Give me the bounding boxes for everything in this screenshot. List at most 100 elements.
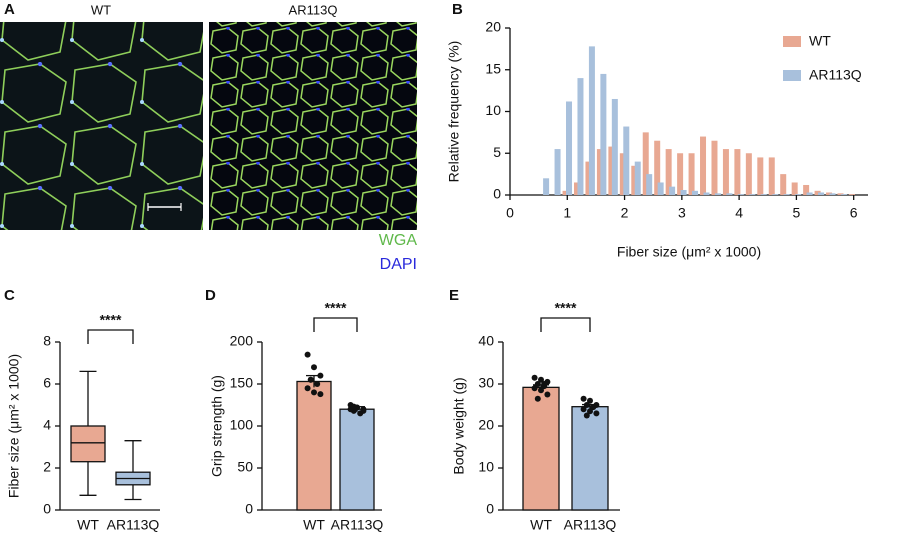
x-axis-label: Fiber size (μm² x 1000) [617, 244, 761, 260]
x-tick-label: 6 [850, 205, 858, 221]
panel-letter: C [4, 287, 15, 304]
data-point [587, 408, 593, 415]
bar [562, 190, 569, 195]
bar [711, 140, 718, 195]
significance-label: **** [325, 300, 347, 316]
y-tick-label: 40 [478, 333, 494, 349]
bar [574, 182, 581, 195]
bar [577, 78, 584, 195]
bar [814, 190, 821, 195]
bar [703, 192, 710, 195]
panel-letter: E [449, 287, 459, 304]
data-point [587, 397, 593, 404]
y-tick-label: 10 [478, 459, 494, 475]
panel-letter: D [205, 287, 216, 304]
bar [657, 182, 664, 195]
x-tick-label: AR113Q [331, 517, 384, 533]
data-point [534, 395, 541, 402]
x-tick-label: AR113Q [107, 517, 160, 533]
box [70, 425, 106, 463]
significance-label: **** [555, 300, 577, 316]
bar [714, 193, 721, 195]
data-point [304, 385, 311, 392]
bar [722, 149, 729, 195]
bar [669, 186, 676, 195]
y-axis-label: Fiber size (μm² x 1000) [6, 354, 22, 498]
x-tick-label: 3 [678, 205, 686, 221]
bar [665, 149, 672, 195]
bar [837, 193, 844, 195]
bar [692, 190, 699, 195]
data-point [531, 385, 538, 392]
bar [634, 161, 641, 195]
bar [522, 386, 560, 511]
micrograph [209, 22, 417, 230]
bar [726, 193, 733, 195]
bar [588, 46, 595, 196]
data-point [583, 402, 590, 408]
bar [791, 182, 798, 195]
y-tick-label: 0 [493, 186, 501, 202]
x-tick-label: 2 [621, 205, 629, 221]
data-point [583, 412, 590, 419]
data-point [311, 389, 317, 396]
data-point [314, 381, 321, 387]
data-point [360, 407, 367, 414]
y-tick-label: 200 [230, 333, 254, 349]
bar [642, 132, 649, 195]
x-tick-label: WT [77, 517, 99, 533]
significance-bracket [87, 329, 134, 344]
y-tick-label: 0 [486, 501, 494, 517]
x-tick-label: 4 [735, 205, 743, 221]
x-tick-label: 1 [563, 205, 571, 221]
bar [677, 153, 684, 195]
y-tick-label: 150 [230, 375, 254, 391]
bar [600, 73, 607, 195]
bar [543, 178, 550, 195]
y-tick-label: 20 [478, 417, 494, 433]
panel-letter: A [4, 1, 15, 18]
bar [772, 194, 779, 195]
stain-label: DAPI [380, 256, 417, 273]
x-tick-label: 0 [506, 205, 514, 221]
y-tick-label: 0 [245, 501, 253, 517]
bar [554, 149, 561, 195]
bar [783, 194, 790, 195]
y-tick-label: 6 [43, 375, 51, 391]
y-tick-label: 5 [493, 144, 501, 160]
y-axis-label: Body weight (g) [451, 377, 467, 474]
bar [566, 101, 573, 195]
bar [848, 194, 855, 195]
bar [760, 194, 767, 195]
data-point [593, 410, 600, 417]
bar [757, 157, 764, 195]
image-title: WT [91, 2, 111, 17]
panel-letter: B [452, 1, 463, 18]
bar [654, 140, 661, 195]
significance-bracket [540, 317, 591, 332]
bar [631, 165, 638, 195]
bar [646, 174, 653, 195]
legend-label: WT [809, 33, 831, 49]
bar [803, 184, 810, 195]
legend-swatch [783, 36, 801, 47]
bar [611, 98, 618, 195]
y-axis-label: Relative frequency (%) [446, 41, 462, 183]
data-point [538, 376, 544, 383]
y-tick-label: 50 [237, 459, 253, 475]
bar [623, 126, 630, 195]
bar [768, 157, 775, 195]
bar [829, 193, 836, 195]
y-tick-label: 10 [485, 102, 501, 118]
data-point [590, 404, 597, 411]
y-axis-label: Grip strength (g) [209, 375, 225, 477]
data-point [531, 374, 538, 381]
x-tick-label: WT [530, 517, 552, 533]
bar [596, 149, 603, 195]
bar [339, 408, 375, 511]
legend-swatch [783, 70, 801, 81]
bar [688, 153, 695, 195]
bar [745, 153, 752, 195]
y-tick-label: 4 [43, 417, 51, 433]
data-point [544, 391, 551, 398]
